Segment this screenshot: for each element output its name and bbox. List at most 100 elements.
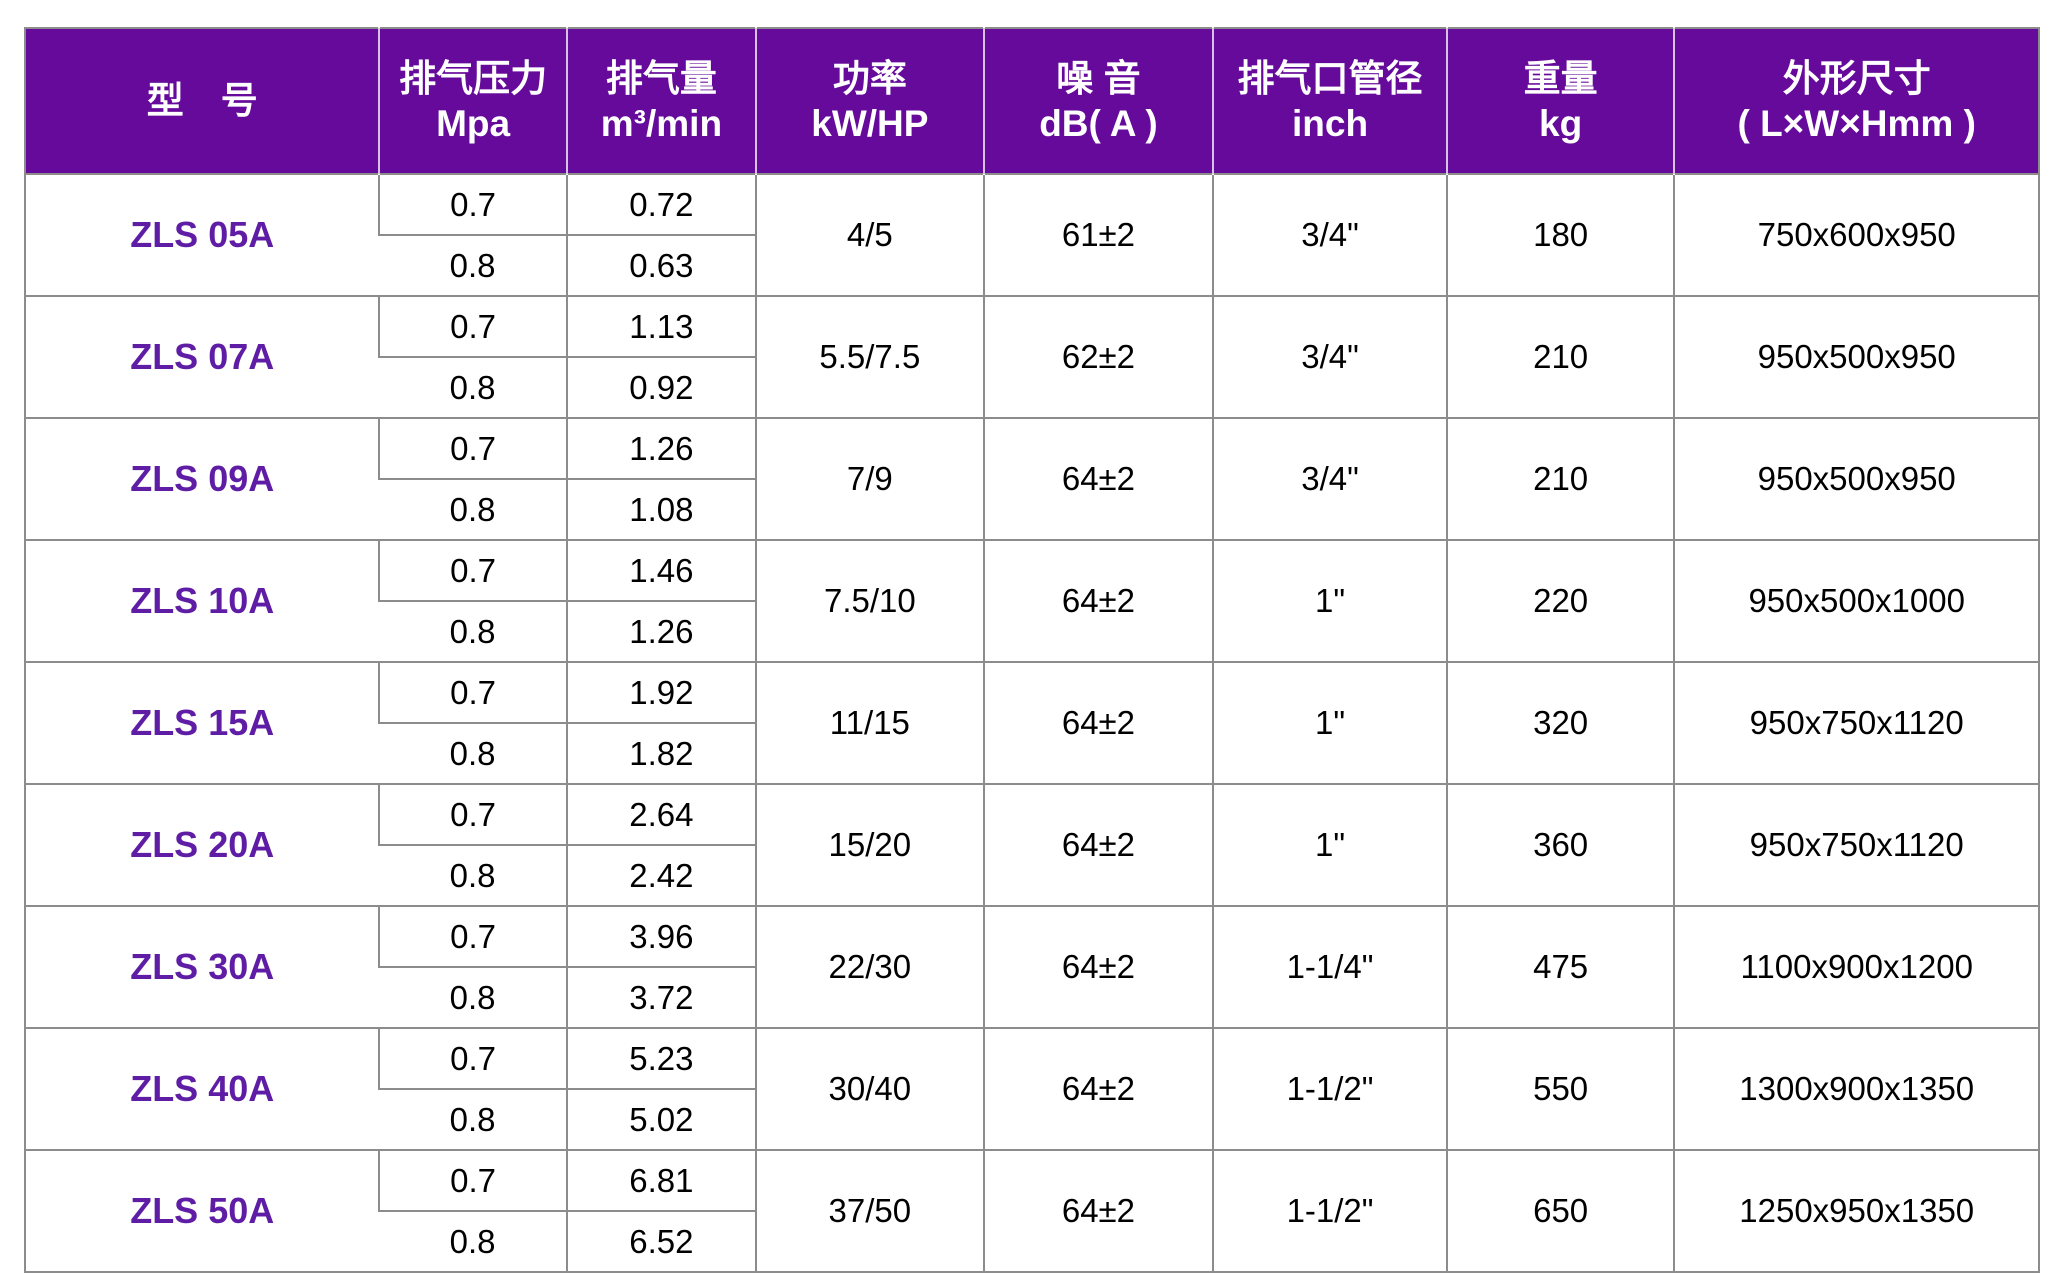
dimensions-cell: 950x500x1000 [1673,540,2039,662]
pressure-cell: 0.7 [378,1028,567,1090]
row-group-zls40a: ZLS 40A 0.7 5.23 30/40 64±2 1-1/2" 550 1… [25,1028,2039,1150]
row-group-zls09a: ZLS 09A 0.7 1.26 7/9 64±2 3/4" 210 950x5… [25,418,2039,540]
pipe-cell: 1-1/2" [1212,1150,1447,1272]
pressure-cell: 0.8 [449,734,496,772]
power-cell: 5.5/7.5 [755,296,984,418]
pipe-cell: 3/4" [1212,418,1447,540]
power-cell: 4/5 [755,174,984,296]
row-group-zls07a: ZLS 07A 0.7 1.13 5.5/7.5 62±2 3/4" 210 9… [25,296,2039,418]
volume-cell: 3.96 [565,906,757,968]
model-cell: ZLS 09A [130,458,275,499]
volume-cell: 3.72 [565,967,757,1028]
pipe-cell: 3/4" [1212,174,1447,296]
volume-cell: 1.46 [565,540,757,602]
compressor-spec-table: 型 号 排气压力 Mpa 排气量 m³/min 功率 kW/HP 噪 音 dB( A )… [24,27,2040,1273]
table-row: ZLS 05A 0.7 0.72 4/5 61±2 3/4" 180 750x6… [25,174,2039,296]
volume-cell: 2.64 [565,784,757,846]
row-group-zls10a: ZLS 10A 0.7 1.46 7.5/10 64±2 1" 220 950x… [25,540,2039,662]
table-row: ZLS 10A 0.7 1.46 7.5/10 64±2 1" 220 950x… [25,540,2039,662]
power-cell: 7/9 [755,418,984,540]
dimensions-cell: 1100x900x1200 [1673,906,2039,1028]
table-row: 0.8 1.26 [25,601,2039,662]
volume-cell: 5.23 [565,1028,757,1090]
table-row: 0.8 5.02 [25,1089,2039,1150]
pressure-cell: 0.8 [449,1222,496,1260]
dimensions-cell: 750x600x950 [1673,174,2039,296]
table-row: 0.8 2.42 [25,845,2039,906]
table-row: ZLS 40A 0.7 5.23 30/40 64±2 1-1/2" 550 1… [25,1028,2039,1150]
dimensions-cell: 950x750x1120 [1673,662,2039,784]
noise-cell: 64±2 [982,540,1214,662]
volume-cell: 1.26 [565,418,757,480]
pressure-cell: 0.7 [378,296,567,358]
row-group-zls20a: ZLS 20A 0.7 2.64 15/20 64±2 1" 360 950x7… [25,784,2039,906]
pressure-cell: 0.7 [378,784,567,846]
table-row: 0.8 0.63 [25,235,2039,296]
column-header-noise: 噪 音 dB( A ) [982,28,1214,174]
row-group-zls05a: ZLS 05A 0.7 0.72 4/5 61±2 3/4" 180 750x6… [25,174,2039,296]
model-cell: ZLS 10A [130,580,275,621]
row-group-zls30a: ZLS 30A 0.7 3.96 22/30 64±2 1-1/4" 475 1… [25,906,2039,1028]
weight-cell: 210 [1445,418,1675,540]
weight-cell: 650 [1445,1150,1675,1272]
weight-cell: 320 [1445,662,1675,784]
row-group-zls15a: ZLS 15A 0.7 1.92 11/15 64±2 1" 320 950x7… [25,662,2039,784]
pipe-cell: 1" [1212,662,1447,784]
volume-cell: 0.72 [565,174,757,236]
noise-cell: 64±2 [982,662,1214,784]
table-row: ZLS 09A 0.7 1.26 7/9 64±2 3/4" 210 950x5… [25,418,2039,540]
power-cell: 7.5/10 [755,540,984,662]
column-header-dimensions: 外形尺寸( L×W×Hmm ) [1673,28,2039,174]
pressure-cell: 0.8 [449,1100,496,1138]
column-header-pipe-diameter: 排气口管径 inch [1212,28,1447,174]
row-group-zls50a: ZLS 50A 0.7 6.81 37/50 64±2 1-1/2" 650 1… [25,1150,2039,1272]
column-header-pressure: 排气压力 Mpa [378,28,567,174]
pipe-cell: 1" [1212,540,1447,662]
pressure-cell: 0.8 [449,246,496,284]
model-cell: ZLS 15A [130,702,275,743]
table-row: 0.8 3.72 [25,967,2039,1028]
table-row: ZLS 50A 0.7 6.81 37/50 64±2 1-1/2" 650 1… [25,1150,2039,1272]
model-cell: ZLS 07A [130,336,275,377]
model-cell: ZLS 05A [130,214,275,255]
table-row: ZLS 15A 0.7 1.92 11/15 64±2 1" 320 950x7… [25,662,2039,784]
power-cell: 15/20 [755,784,984,906]
pressure-cell: 0.7 [378,418,567,480]
pressure-cell: 0.7 [378,662,567,724]
dimensions-cell: 950x750x1120 [1673,784,2039,906]
pressure-cell: 0.8 [449,612,496,650]
table-row: ZLS 30A 0.7 3.96 22/30 64±2 1-1/4" 475 1… [25,906,2039,1028]
pressure-cell: 0.7 [378,174,567,236]
volume-cell: 1.13 [565,296,757,358]
noise-cell: 61±2 [982,174,1214,296]
weight-cell: 220 [1445,540,1675,662]
volume-cell: 0.63 [565,235,757,296]
pipe-cell: 1" [1212,784,1447,906]
table-row: 0.8 1.82 [25,723,2039,784]
table-row: 0.8 0.92 [25,357,2039,418]
pipe-cell: 3/4" [1212,296,1447,418]
dimensions-cell: 1250x950x1350 [1673,1150,2039,1272]
table-row: 0.8 6.52 [25,1211,2039,1272]
volume-cell: 1.92 [565,662,757,724]
noise-cell: 64±2 [982,906,1214,1028]
column-header-weight: 重量 kg [1445,28,1675,174]
pressure-cell: 0.8 [449,978,496,1016]
model-cell: ZLS 30A [130,946,275,987]
weight-cell: 210 [1445,296,1675,418]
volume-cell: 2.42 [565,845,757,906]
column-header-model: 型 号 [25,28,380,174]
noise-cell: 64±2 [982,784,1214,906]
table-row: ZLS 20A 0.7 2.64 15/20 64±2 1" 360 950x7… [25,784,2039,906]
table-header: 型 号 排气压力 Mpa 排气量 m³/min 功率 kW/HP 噪 音 dB( A )… [25,28,2039,174]
volume-cell: 6.52 [565,1211,757,1272]
column-header-volume: 排气量 m³/min [565,28,757,174]
power-cell: 37/50 [755,1150,984,1272]
dimensions-cell: 950x500x950 [1673,418,2039,540]
power-cell: 22/30 [755,906,984,1028]
noise-cell: 64±2 [982,418,1214,540]
volume-cell: 1.08 [565,479,757,540]
pressure-cell: 0.7 [378,906,567,968]
table-row: ZLS 07A 0.7 1.13 5.5/7.5 62±2 3/4" 210 9… [25,296,2039,418]
noise-cell: 64±2 [982,1150,1214,1272]
